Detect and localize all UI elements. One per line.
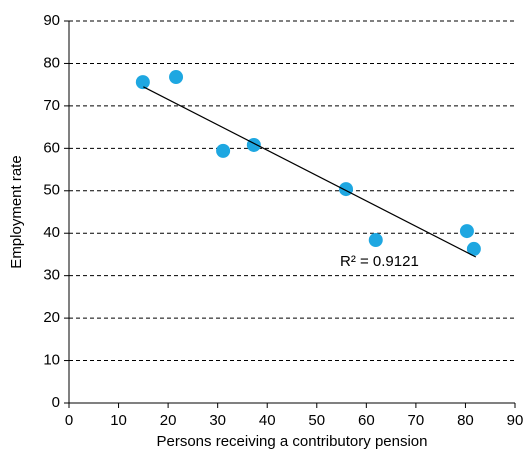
point: [368, 233, 383, 248]
x-tick-label: 90: [507, 412, 524, 429]
trendline: [143, 86, 477, 258]
point: [466, 241, 481, 256]
y-axis-label: Employment rate: [8, 155, 25, 268]
x-tick-label: 0: [65, 412, 73, 429]
y-tick-label: 70: [43, 97, 60, 114]
x-tick-label: 50: [308, 412, 325, 429]
y-tick-label: 50: [43, 182, 60, 199]
y-tick-label: 0: [52, 394, 60, 411]
y-tick-label: 30: [43, 267, 60, 284]
y-tick-label: 40: [43, 224, 60, 241]
point: [169, 70, 184, 85]
annotation: R² = 0.9121: [340, 253, 419, 270]
y-tick-label: 10: [43, 352, 60, 369]
x-tick-label: 20: [160, 412, 177, 429]
x-tick-label: 80: [457, 412, 474, 429]
point: [246, 137, 261, 152]
x-tick-label: 70: [408, 412, 425, 429]
point: [339, 182, 354, 197]
y-tick-label: 80: [43, 54, 60, 71]
point: [216, 143, 231, 158]
x-tick-label: 60: [358, 412, 375, 429]
y-tick-label: 20: [43, 309, 60, 326]
point: [459, 224, 474, 239]
x-axis-label: Persons receiving a contributory pension: [157, 433, 428, 450]
point: [135, 75, 150, 90]
y-tick-label: 90: [43, 12, 60, 29]
x-tick-label: 40: [259, 412, 276, 429]
x-tick-label: 10: [110, 412, 127, 429]
x-tick-label: 30: [209, 412, 226, 429]
y-tick-label: 60: [43, 139, 60, 156]
